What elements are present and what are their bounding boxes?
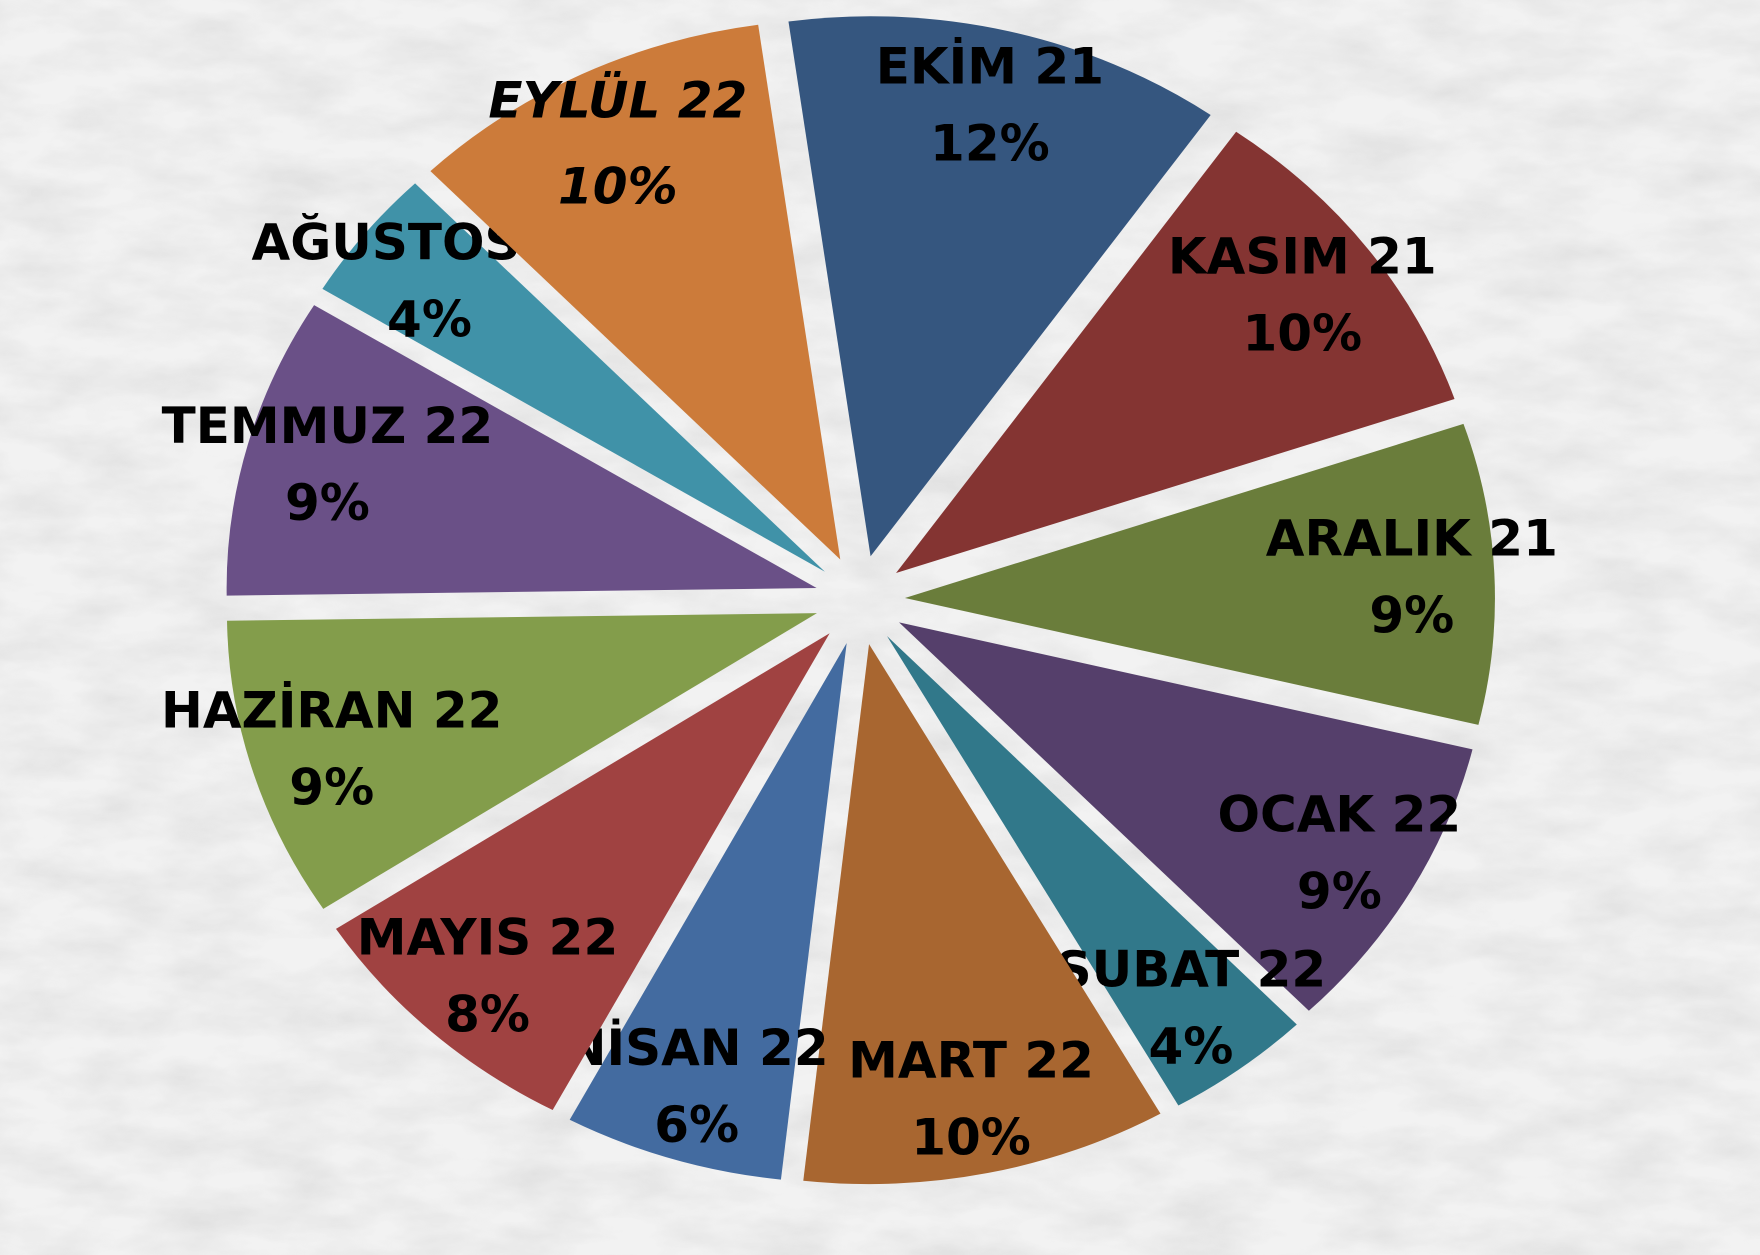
slice-value-label: 12%	[930, 114, 1050, 172]
slice-label: TEMMUZ 22	[162, 397, 494, 455]
pie-slice	[788, 16, 1211, 557]
slice-value-label: 9%	[1297, 863, 1382, 921]
slice-value-label: 6%	[654, 1096, 739, 1154]
slice-label: NİSAN 22	[565, 1019, 829, 1077]
slice-value-label: 10%	[1242, 304, 1362, 362]
pie-slice	[803, 644, 1161, 1185]
slice-value-label: 9%	[289, 758, 374, 816]
slice-label: EYLÜL 22	[488, 71, 747, 130]
slice-value-label: 10%	[558, 158, 678, 216]
pie-slice	[569, 642, 847, 1180]
pie-slice	[226, 305, 817, 596]
pie-slice	[430, 24, 841, 560]
slice-value-label: 8%	[445, 986, 530, 1044]
slice-label: MART 22	[848, 1031, 1094, 1089]
pie-slice	[899, 622, 1473, 1011]
slice-label: EKİM 21	[876, 37, 1104, 95]
slice-value-label: 9%	[285, 474, 370, 532]
slice-label: OCAK 22	[1218, 786, 1462, 844]
slice-label: MAYIS 22	[357, 909, 618, 967]
pie-slice	[227, 613, 817, 909]
slice-label: ARALIK 21	[1266, 509, 1558, 567]
slice-label: KASIM 21	[1168, 227, 1437, 285]
pie-slice	[886, 636, 1297, 1106]
pie-slice	[335, 633, 830, 1111]
slice-value-label: 10%	[911, 1108, 1031, 1166]
slice-label: ŞUBAT 22	[1056, 940, 1327, 998]
pie-slice	[322, 183, 825, 572]
slice-value-label: 9%	[1369, 586, 1454, 644]
pie-slice	[904, 423, 1495, 725]
slice-value-label: 4%	[1148, 1017, 1233, 1075]
slice-value-label: 4%	[387, 290, 472, 348]
pie-slice	[896, 131, 1455, 574]
slice-label: HAZİRAN 22	[161, 681, 502, 739]
